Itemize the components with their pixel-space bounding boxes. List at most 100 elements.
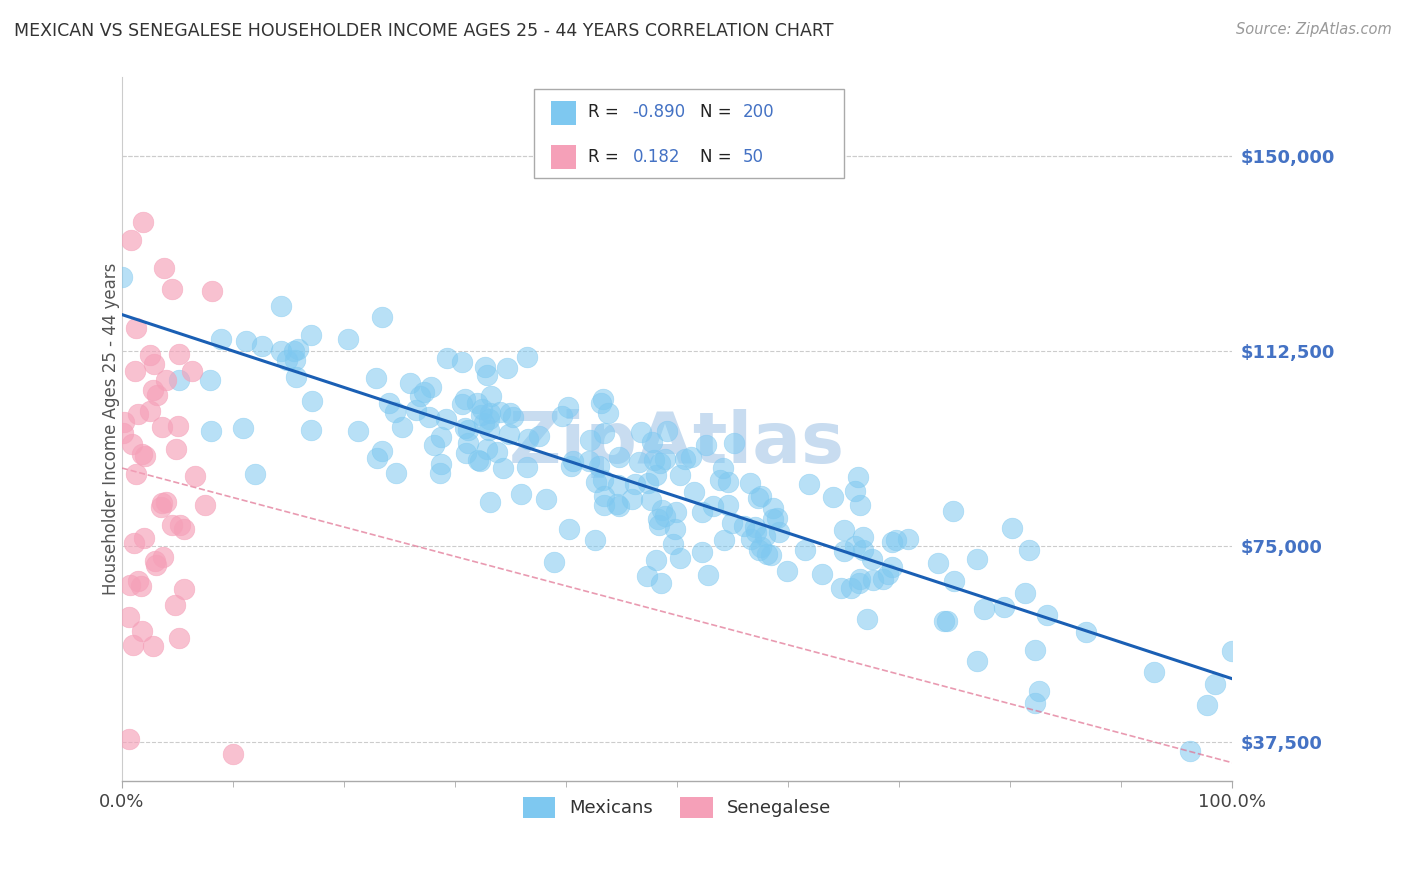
Point: [647, 512, 669, 526]
Point: [557, 400, 579, 414]
Point: [709, 473, 731, 487]
Text: ZipAtlas: ZipAtlas: [509, 409, 845, 478]
Point: [1197, 698, 1219, 712]
Point: [966, 654, 988, 668]
Point: [454, 392, 477, 406]
Text: 50: 50: [742, 148, 763, 166]
Point: [748, 542, 770, 557]
Point: [429, 466, 451, 480]
Point: [849, 498, 872, 512]
Point: [855, 611, 877, 625]
Point: [498, 426, 520, 441]
Point: [683, 484, 706, 499]
Point: [131, 624, 153, 638]
Point: [668, 551, 690, 566]
Point: [645, 552, 668, 566]
Point: [436, 351, 458, 366]
Point: [876, 567, 898, 582]
Point: [371, 310, 394, 324]
Point: [561, 454, 583, 468]
Point: [485, 444, 508, 458]
Point: [301, 394, 323, 409]
Point: [198, 373, 221, 387]
Point: [142, 640, 165, 654]
Point: [823, 490, 845, 504]
Point: [762, 512, 785, 526]
Point: [641, 434, 664, 449]
Point: [1014, 586, 1036, 600]
Point: [496, 360, 519, 375]
Point: [776, 564, 799, 578]
Point: [749, 489, 772, 503]
Point: [723, 436, 745, 450]
Point: [810, 566, 832, 581]
Point: [756, 547, 779, 561]
Point: [235, 334, 257, 348]
Point: [830, 581, 852, 595]
Point: [155, 373, 177, 387]
Point: [640, 493, 662, 508]
Point: [606, 497, 628, 511]
Point: [127, 574, 149, 589]
Point: [740, 532, 762, 546]
Point: [593, 498, 616, 512]
Point: [134, 449, 156, 463]
Point: [121, 436, 143, 450]
Point: [430, 457, 453, 471]
Point: [222, 747, 245, 762]
Point: [284, 353, 307, 368]
Point: [1001, 521, 1024, 535]
Point: [935, 614, 957, 628]
Point: [516, 460, 538, 475]
Point: [543, 555, 565, 569]
Point: [166, 418, 188, 433]
Point: [399, 376, 422, 390]
Point: [1220, 643, 1243, 657]
Text: N =: N =: [700, 103, 737, 121]
Point: [418, 409, 440, 424]
Point: [664, 522, 686, 536]
Point: [593, 426, 616, 441]
Point: [607, 450, 630, 464]
Point: [697, 567, 720, 582]
Point: [125, 321, 148, 335]
Point: [152, 496, 174, 510]
Point: [409, 389, 432, 403]
Legend: Mexicans, Senegalese: Mexicans, Senegalese: [516, 789, 839, 825]
Point: [155, 494, 177, 508]
Point: [366, 450, 388, 465]
Point: [636, 569, 658, 583]
Point: [673, 451, 696, 466]
Point: [180, 364, 202, 378]
Point: [690, 505, 713, 519]
Point: [118, 610, 141, 624]
Point: [467, 452, 489, 467]
Point: [844, 539, 866, 553]
Point: [454, 446, 477, 460]
Point: [423, 438, 446, 452]
Point: [848, 576, 870, 591]
Point: [284, 370, 307, 384]
Point: [882, 559, 904, 574]
Text: N =: N =: [700, 148, 737, 166]
Point: [648, 456, 671, 470]
Point: [167, 347, 190, 361]
Point: [173, 522, 195, 536]
Point: [457, 423, 479, 437]
Point: [713, 533, 735, 547]
Point: [720, 516, 742, 530]
Point: [1024, 642, 1046, 657]
Point: [593, 490, 616, 504]
Point: [502, 410, 524, 425]
Point: [1142, 665, 1164, 679]
Point: [472, 416, 495, 430]
Point: [862, 573, 884, 587]
Point: [131, 447, 153, 461]
Point: [628, 455, 651, 469]
Text: R =: R =: [588, 103, 624, 121]
Point: [695, 437, 717, 451]
Text: MEXICAN VS SENEGALESE HOUSEHOLDER INCOME AGES 25 - 44 YEARS CORRELATION CHART: MEXICAN VS SENEGALESE HOUSEHOLDER INCOME…: [14, 22, 834, 40]
Point: [465, 396, 488, 410]
Point: [711, 461, 734, 475]
Point: [471, 402, 494, 417]
